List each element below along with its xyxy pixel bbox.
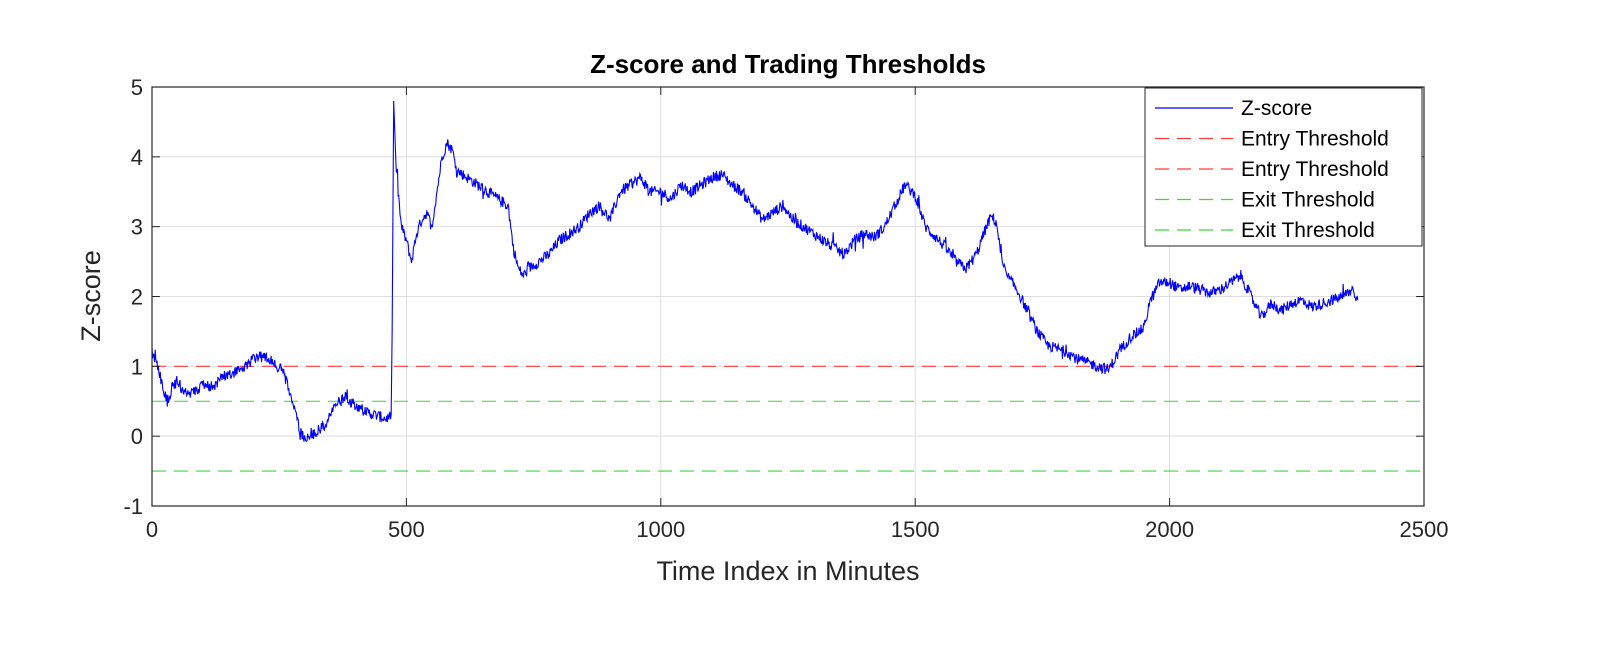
series-line-z-score-0 bbox=[151, 100, 1359, 443]
legend-items: Z-score Entry Threshold Entry Threshold Exi… bbox=[1155, 97, 1389, 242]
x-axis-label: Time Index in Minutes bbox=[656, 556, 919, 586]
x-tick-label: 2500 bbox=[1400, 517, 1449, 542]
legend-entry-label: Exit Threshold bbox=[1241, 219, 1375, 242]
legend: Z-score Entry Threshold Entry Threshold Exi… bbox=[1144, 87, 1423, 247]
axis-ticks bbox=[151, 86, 1425, 507]
x-tick-label: 500 bbox=[388, 517, 425, 542]
chart-title: Z-score and Trading Thresholds bbox=[590, 49, 986, 79]
x-tick-label: 2000 bbox=[1145, 517, 1194, 542]
y-tick-label: 4 bbox=[131, 145, 143, 170]
legend-entry-label: Z-score bbox=[1241, 97, 1312, 120]
x-tick-label: 0 bbox=[146, 517, 158, 542]
legend-entry-label: Exit Threshold bbox=[1241, 189, 1375, 212]
x-tick-label: 1000 bbox=[636, 517, 685, 542]
y-tick-label: -1 bbox=[123, 494, 143, 519]
y-axis-label: Z-score bbox=[76, 250, 106, 342]
y-tick-label: 0 bbox=[131, 424, 143, 449]
y-tick-label: 3 bbox=[131, 215, 143, 240]
legend-entry-label: Entry Threshold bbox=[1241, 128, 1389, 151]
y-tick-label: 2 bbox=[131, 285, 143, 310]
x-tick-label: 1500 bbox=[891, 517, 940, 542]
legend-box bbox=[1144, 87, 1423, 247]
y-tick-label: 5 bbox=[131, 75, 143, 100]
y-tick-label: 1 bbox=[131, 354, 143, 379]
legend-entry-label: Entry Threshold bbox=[1241, 158, 1389, 181]
